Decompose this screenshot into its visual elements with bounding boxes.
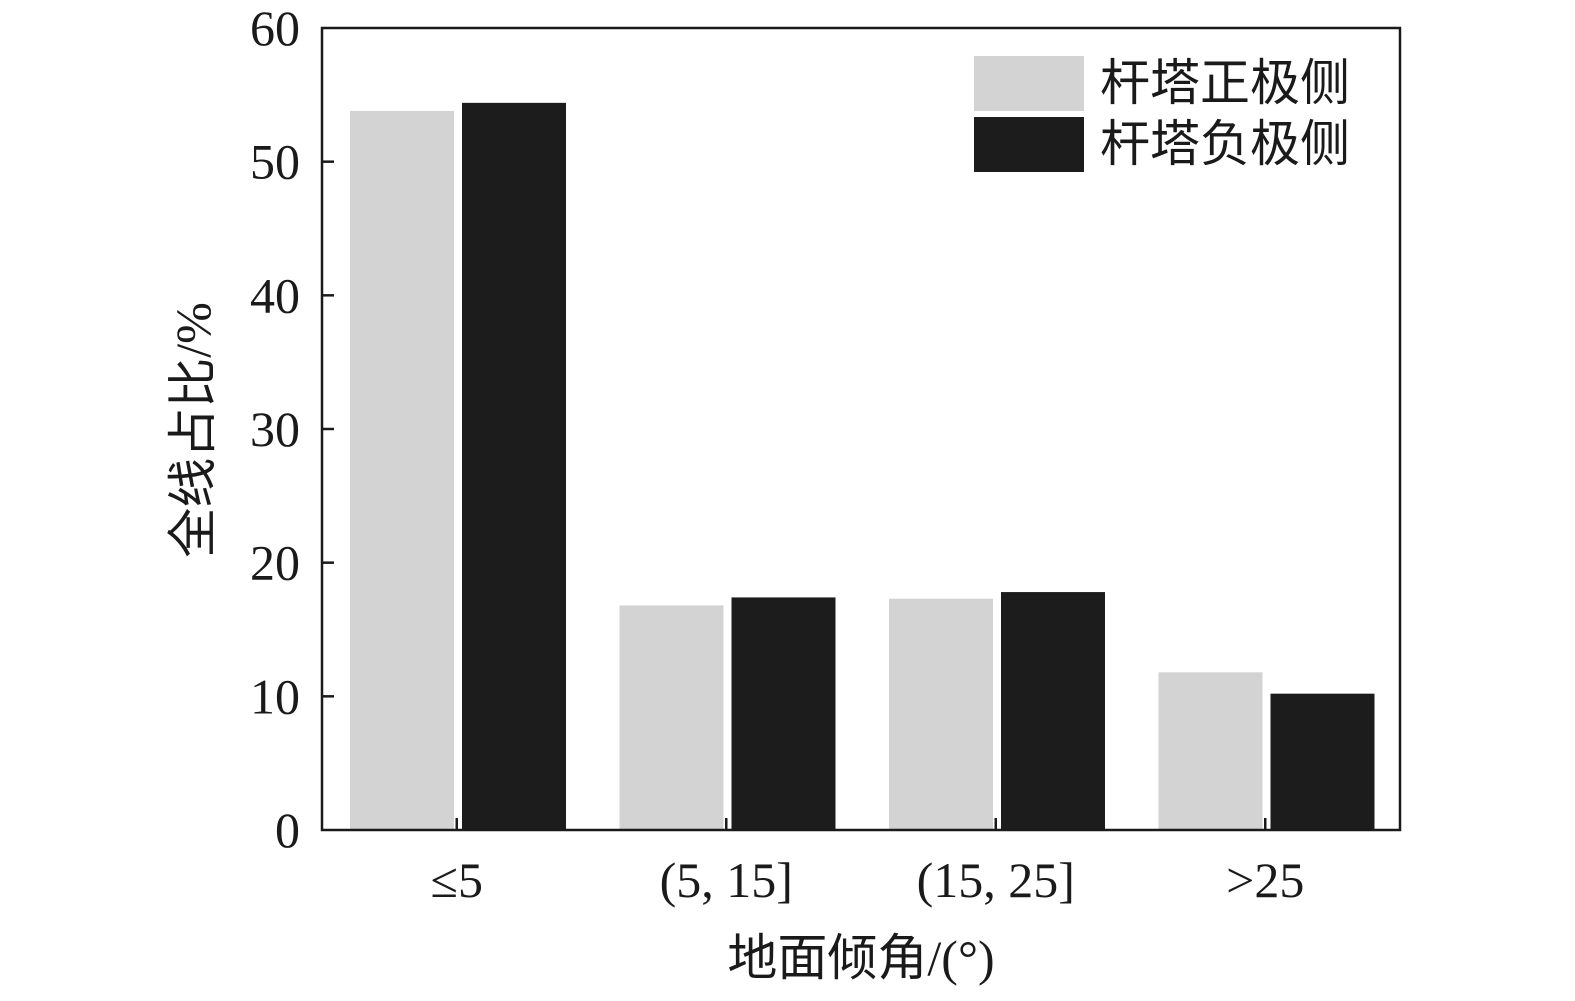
x-tick-labels: ≤5 (5, 15] (15, 25] >25 [431,852,1305,908]
bar-negative-0 [462,102,566,830]
y-tick-label: 60 [250,0,300,56]
y-tick-labels: 0 10 20 30 40 50 60 [250,0,300,858]
y-axis-label: 全线占比/% [165,302,221,558]
bar-negative-1 [731,597,836,830]
bar-negative-2 [1001,592,1105,830]
x-tick-label: >25 [1226,852,1304,908]
x-tick-label: (5, 15] [660,852,793,908]
legend-swatch-positive [974,56,1084,111]
y-tick-label: 40 [250,267,300,323]
x-axis-label: 地面倾角/(°) [727,930,994,986]
legend-swatch-negative [974,117,1084,172]
y-tick-label: 30 [250,401,300,457]
bar-positive-3 [1158,672,1263,830]
x-tick-label: (15, 25] [917,852,1075,908]
axis-ticks [322,160,1267,830]
y-tick-label: 50 [250,134,300,190]
bar-positive-0 [350,110,454,830]
x-tick-label: ≤5 [431,852,483,908]
bars-layer [350,102,1375,830]
bar-positive-2 [889,598,993,830]
bar-positive-1 [619,605,724,830]
legend-label-positive: 杆塔正极侧 [1100,55,1350,111]
y-tick-label: 20 [250,535,300,591]
legend-label-negative: 杆塔负极侧 [1100,116,1350,172]
bar-negative-3 [1270,693,1375,830]
y-tick-label: 10 [250,668,300,724]
y-tick-label: 0 [275,802,300,858]
